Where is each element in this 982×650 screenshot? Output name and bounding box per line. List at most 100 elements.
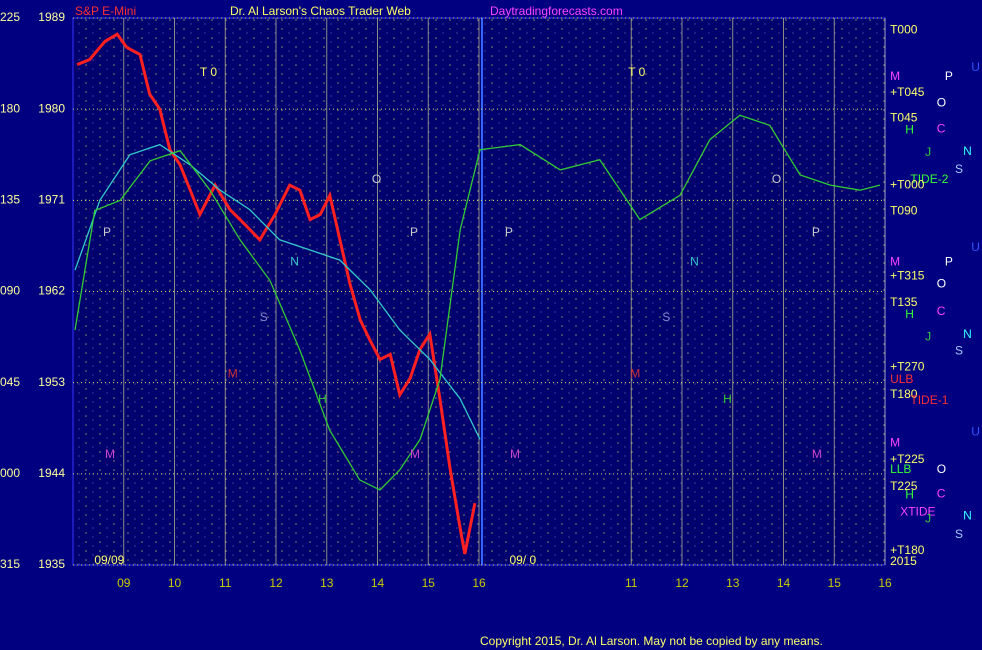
annotation: M <box>812 447 822 461</box>
angle-label: 225 <box>0 10 20 24</box>
annotation: C <box>937 122 946 136</box>
annotation: O <box>372 172 381 186</box>
annotation: H <box>905 487 914 501</box>
annotation: C <box>937 304 946 318</box>
annotation: O <box>937 277 946 291</box>
x-tick-label: 09 <box>117 576 131 590</box>
annotation: T 0 <box>200 65 217 79</box>
y-tick-label: 1944 <box>38 466 65 480</box>
y-tick-label: 1953 <box>38 375 65 389</box>
annotation: M <box>105 447 115 461</box>
annotation: M <box>410 447 420 461</box>
x-tick-label: 13 <box>320 576 334 590</box>
annotation: J <box>925 329 931 343</box>
annotation: C <box>937 486 946 500</box>
annotation: S <box>955 162 963 176</box>
series-line <box>74 143 481 440</box>
annotation: N <box>963 509 972 523</box>
y-tick-label: 1989 <box>38 10 65 24</box>
x-tick-label: 14 <box>371 576 385 590</box>
y-tick-label: 1971 <box>38 193 65 207</box>
annotation: T135 <box>890 295 918 309</box>
x-tick-label: 14 <box>777 576 791 590</box>
x-tick-label: 12 <box>675 576 689 590</box>
x-tick-label: 11 <box>625 576 638 590</box>
annotation: H <box>905 307 914 321</box>
annotation: S <box>260 310 268 324</box>
y-tick-label: 1962 <box>38 284 65 298</box>
annotation: T000 <box>890 22 918 36</box>
series-line <box>74 114 881 491</box>
annotation: M <box>228 367 238 381</box>
x-tick-label: 12 <box>269 576 283 590</box>
y-tick-label: 1935 <box>38 557 65 571</box>
x-tick-label: 15 <box>422 576 436 590</box>
annotation: M <box>890 254 900 268</box>
x-tick-label: 15 <box>828 576 842 590</box>
annotation: P <box>945 69 953 83</box>
annotation: 09/09 <box>94 553 124 567</box>
annotation: N <box>963 327 972 341</box>
angle-label: 090 <box>0 284 20 298</box>
y-tick-label: 1980 <box>38 101 65 115</box>
annotation: T 0 <box>628 65 645 79</box>
angle-label: 045 <box>0 375 20 389</box>
annotation: T225 <box>890 479 918 493</box>
annotation: M <box>890 69 900 83</box>
annotation: XTIDE <box>900 504 935 518</box>
annotation: O <box>937 462 946 476</box>
annotation: T180 <box>890 387 918 401</box>
annotation: H <box>905 123 914 137</box>
annotation: +T045 <box>890 85 925 99</box>
x-tick-label: 16 <box>472 576 486 590</box>
annotation: TIDE-2 <box>910 172 948 186</box>
website: Daytradingforecasts.com <box>490 4 623 18</box>
chart-layer: 1935 315 1944 000 1953 045 1962 090 1971 135 1980 1… <box>0 10 980 590</box>
annotation: N <box>690 254 699 268</box>
angle-label: 000 <box>0 466 20 480</box>
annotation: S <box>955 343 963 357</box>
annotation: O <box>937 95 946 109</box>
annotation: 2015 <box>890 554 917 568</box>
annotation: +T000 <box>890 177 925 191</box>
annotation: J <box>925 512 931 526</box>
annotation: U <box>971 424 980 438</box>
annotation: U <box>971 240 980 254</box>
annotation: LLB <box>890 462 911 476</box>
x-tick-label: 16 <box>878 576 892 590</box>
annotation: ULB <box>890 372 913 386</box>
annotation: +T225 <box>890 452 925 466</box>
annotation: P <box>410 225 418 239</box>
annotation: 09/ 0 <box>509 553 536 567</box>
x-tick-label: 11 <box>219 576 232 590</box>
annotation: H <box>723 392 732 406</box>
annotation: M <box>510 447 520 461</box>
angle-label: 135 <box>0 193 20 207</box>
annotation: H <box>318 392 327 406</box>
annotation: N <box>290 254 299 268</box>
x-tick-label: 10 <box>168 576 182 590</box>
annotation: S <box>662 310 670 324</box>
annotation: +T315 <box>890 268 925 282</box>
annotation: S <box>955 527 963 541</box>
annotation: P <box>945 254 953 268</box>
annotation: TIDE-1 <box>910 393 948 407</box>
annotation: P <box>103 225 111 239</box>
annotation: +T270 <box>890 360 925 374</box>
angle-label: 180 <box>0 101 20 115</box>
x-tick-label: 13 <box>726 576 740 590</box>
chart-title: Dr. Al Larson's Chaos Trader Web <box>230 4 411 18</box>
annotation: M <box>630 367 640 381</box>
annotation: J <box>925 145 931 159</box>
annotation: +T180 <box>890 543 925 557</box>
annotation: U <box>971 60 980 74</box>
angle-label: 315 <box>0 557 20 571</box>
instrument: S&P E-Mini <box>75 4 136 18</box>
annotation: M <box>890 436 900 450</box>
annotation: N <box>963 144 972 158</box>
copyright: Copyright 2015, Dr. Al Larson. May not b… <box>480 634 823 648</box>
annotation: O <box>772 172 781 186</box>
annotation: T045 <box>890 110 918 124</box>
